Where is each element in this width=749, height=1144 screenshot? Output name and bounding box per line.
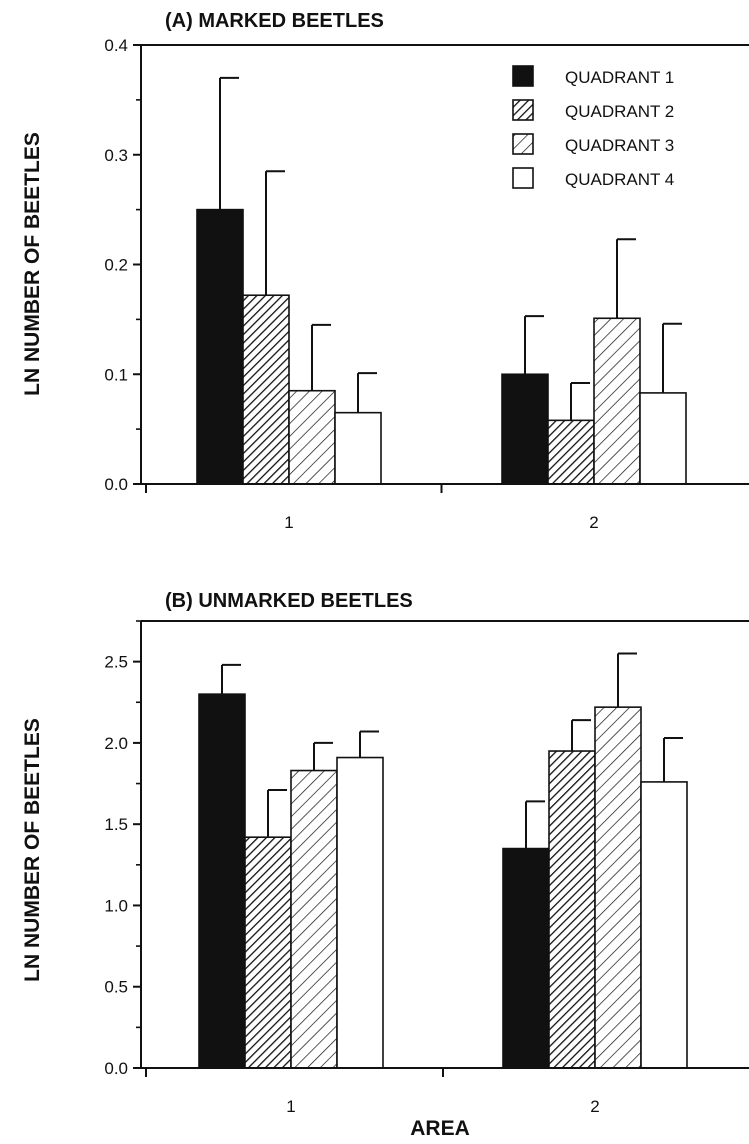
bar-1-q4 <box>336 756 384 1069</box>
bar-1-q4 <box>334 411 382 485</box>
bar-2-q2 <box>547 419 595 485</box>
bar-2-q3 <box>593 317 641 485</box>
legend-label-q1: QUADRANT 1 <box>565 68 674 87</box>
x-axis-label-area: AREA <box>410 1117 470 1140</box>
bar-1-q2 <box>242 294 290 485</box>
bar-1-q3 <box>288 389 336 485</box>
legend-label-q3: QUADRANT 3 <box>565 136 674 155</box>
y-tick-label: 2.0 <box>104 734 128 753</box>
bar-1-q3 <box>290 769 338 1069</box>
x-tick-label-2: 2 <box>589 513 598 532</box>
panel-a-legend: QUADRANT 1 QUADRANT 2 QUADRANT 3 QUADRANT 4 <box>512 65 674 189</box>
panel-a-axes: 0.0 0.1 0.2 0.3 0.4 1 2 <box>104 36 749 532</box>
panel-b-title: (B) UNMARKED BEETLES <box>165 590 413 612</box>
bar-1-q1 <box>196 208 244 485</box>
y-tick-label: 0.4 <box>104 36 128 55</box>
x-tick-label-1: 1 <box>284 513 293 532</box>
panel-b-bars <box>198 652 688 1069</box>
y-tick-label: 1.5 <box>104 815 128 834</box>
legend-label-q4: QUADRANT 4 <box>565 170 674 189</box>
y-tick-label: 0.3 <box>104 146 128 165</box>
y-tick-label: 0.0 <box>104 1059 128 1078</box>
bar-2-q3 <box>594 706 642 1069</box>
bar-2-q4 <box>640 781 688 1069</box>
y-tick-label: 0.1 <box>104 365 128 384</box>
panel-a-bars <box>196 76 687 485</box>
legend-swatch-q4 <box>512 167 534 189</box>
bar-1-q1 <box>198 693 246 1069</box>
y-tick-label: 0.5 <box>104 978 128 997</box>
legend-label-q2: QUADRANT 2 <box>565 102 674 121</box>
panel-a-marked-beetles: (A) MARKED BEETLES LN NUMBER OF BEETLES … <box>21 10 749 532</box>
panel-b-y-axis-label: LN NUMBER OF BEETLES <box>21 718 44 982</box>
y-tick-label: 2.5 <box>104 653 128 672</box>
x-tick-label-1: 1 <box>286 1097 295 1116</box>
panel-b-unmarked-beetles: (B) UNMARKED BEETLES LN NUMBER OF BEETLE… <box>21 590 749 1116</box>
legend-swatch-q3 <box>512 133 534 155</box>
bar-1-q2 <box>244 836 292 1069</box>
bar-2-q4 <box>639 392 687 485</box>
panel-a-title: (A) MARKED BEETLES <box>165 10 384 32</box>
y-tick-label: 1.0 <box>104 896 128 915</box>
legend-swatch-q1 <box>512 65 534 87</box>
y-tick-label: 0.0 <box>104 475 128 494</box>
bar-2-q1 <box>502 847 550 1069</box>
panel-b-axes: 0.0 0.5 1.0 1.5 2.0 2.5 1 2 <box>104 620 749 1116</box>
bar-2-q2 <box>548 750 596 1069</box>
y-tick-label: 0.2 <box>104 256 128 275</box>
legend-swatch-q2 <box>512 99 534 121</box>
x-tick-label-2: 2 <box>590 1097 599 1116</box>
panel-a-y-axis-label: LN NUMBER OF BEETLES <box>21 132 44 396</box>
bar-2-q1 <box>501 373 549 485</box>
